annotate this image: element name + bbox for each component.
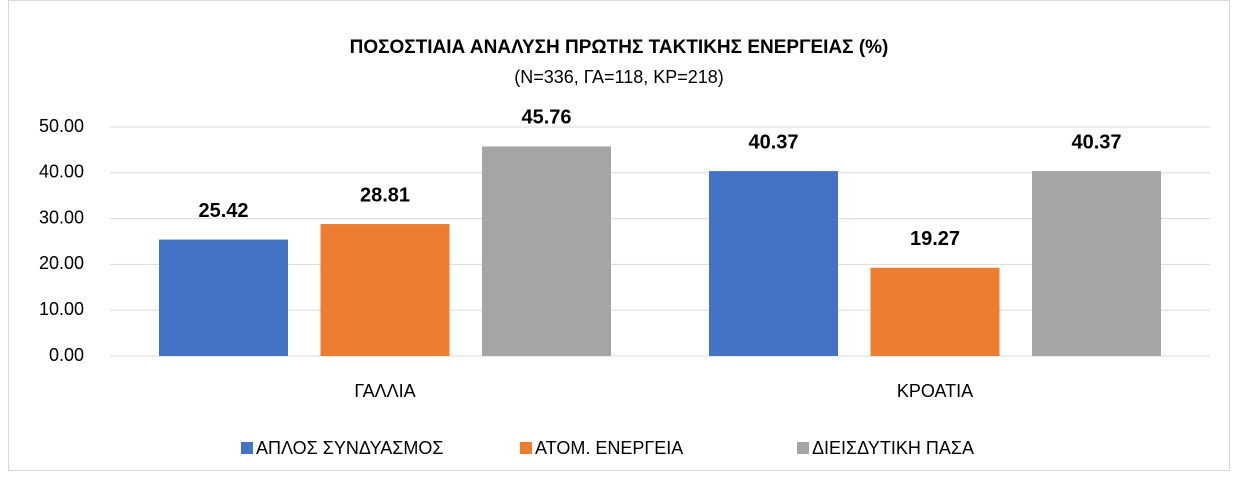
chart-subtitle: (N=336, ΓΑ=118, ΚΡ=218): [514, 67, 724, 87]
legend-label: ΑΤΟΜ. ΕΝΕΡΓΕΙΑ: [535, 438, 683, 458]
legend-swatch: [797, 442, 809, 454]
y-tick-label: 20.00: [39, 253, 84, 273]
bar: [159, 239, 288, 356]
x-tick-label: ΓΑΛΛΙΑ: [354, 381, 415, 401]
value-label: 19.27: [910, 228, 960, 250]
y-tick-label: 10.00: [39, 299, 84, 319]
legend-label: ΔΙΕΙΣΔΥΤΙΚΗ ΠΑΣΑ: [812, 438, 974, 458]
value-label: 45.76: [521, 107, 571, 129]
bar: [320, 224, 450, 356]
x-tick-label: ΚΡΟΑΤΙΑ: [897, 381, 973, 401]
y-tick-label: 0.00: [49, 345, 84, 365]
value-label: 40.37: [748, 131, 798, 153]
bar: [709, 171, 838, 356]
bar: [870, 267, 1000, 356]
y-tick-label: 50.00: [39, 116, 84, 136]
legend-label: ΑΠΛΟΣ ΣΥΝΔΥΑΣΜΟΣ: [256, 438, 444, 458]
bar: [482, 146, 611, 356]
value-label: 28.81: [360, 184, 410, 206]
value-label: 25.42: [198, 200, 248, 222]
y-tick-label: 40.00: [39, 162, 84, 182]
legend-swatch: [520, 442, 532, 454]
bar: [1032, 171, 1161, 356]
y-tick-label: 30.00: [39, 207, 84, 227]
chart-title: ΠΟΣΟΣΤΙΑΙΑ ΑΝΑΛΥΣΗ ΠΡΩΤΗΣ ΤΑΚΤΙΚΗΣ ΕΝΕΡΓ…: [350, 37, 889, 58]
value-label: 40.37: [1071, 131, 1121, 153]
legend-swatch: [241, 442, 253, 454]
chart-border: [8, 0, 1230, 471]
